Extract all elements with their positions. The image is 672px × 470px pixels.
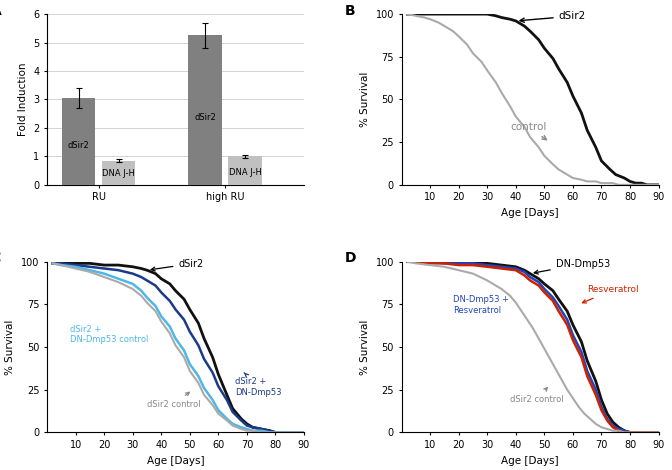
Text: dSir2 control: dSir2 control xyxy=(510,388,564,404)
Text: A: A xyxy=(0,4,1,18)
Text: Resveratrol: Resveratrol xyxy=(583,285,639,303)
Y-axis label: % Survival: % Survival xyxy=(360,319,370,375)
Bar xyxy=(228,157,262,185)
X-axis label: Age [Days]: Age [Days] xyxy=(146,455,204,466)
Text: DNA J-H: DNA J-H xyxy=(228,167,261,177)
Text: DN-Dmp53: DN-Dmp53 xyxy=(534,259,610,274)
Bar xyxy=(62,98,95,185)
Bar xyxy=(188,35,222,185)
Text: dSir2: dSir2 xyxy=(68,141,89,150)
Text: dSir2: dSir2 xyxy=(520,11,586,22)
X-axis label: Age [Days]: Age [Days] xyxy=(501,455,559,466)
Text: dSir2 +
DN-Dmp53 control: dSir2 + DN-Dmp53 control xyxy=(70,324,149,344)
Text: dSir2: dSir2 xyxy=(151,259,204,271)
Text: C: C xyxy=(0,251,1,266)
X-axis label: Age [Days]: Age [Days] xyxy=(501,208,559,218)
Bar xyxy=(101,161,136,185)
Text: DNA J-H: DNA J-H xyxy=(102,170,135,179)
Text: control: control xyxy=(510,122,546,140)
Text: dSir2: dSir2 xyxy=(194,113,216,122)
Y-axis label: % Survival: % Survival xyxy=(360,72,370,127)
Text: DN-Dmp53 +
Resveratrol: DN-Dmp53 + Resveratrol xyxy=(453,296,509,315)
Text: dSir2 control: dSir2 control xyxy=(147,392,200,409)
Y-axis label: % Survival: % Survival xyxy=(5,319,15,375)
Y-axis label: Fold Induction: Fold Induction xyxy=(17,63,28,136)
Text: dSir2 +
DN-Dmp53: dSir2 + DN-Dmp53 xyxy=(235,373,282,397)
Text: B: B xyxy=(345,4,355,18)
Text: D: D xyxy=(345,251,357,266)
